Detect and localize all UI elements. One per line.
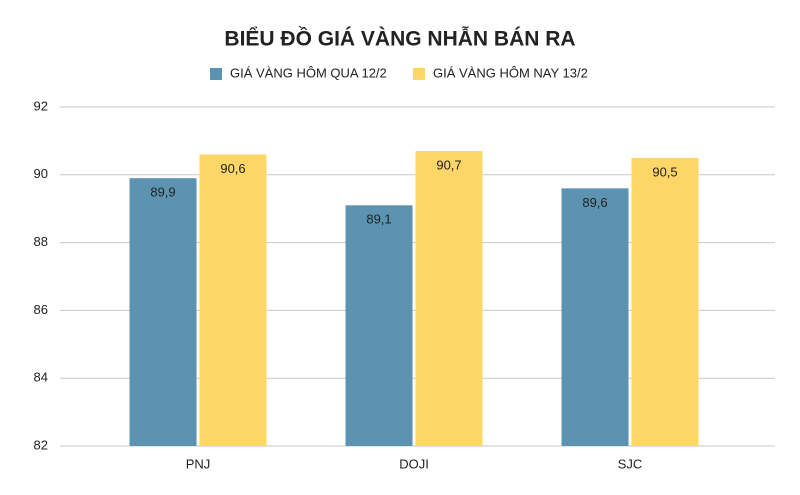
bar xyxy=(415,151,483,446)
x-tick-label: DOJI xyxy=(399,456,429,471)
value-label: 90,7 xyxy=(436,158,461,173)
x-tick-label: SJC xyxy=(618,456,643,471)
bar xyxy=(129,178,197,446)
y-tick-label: 88 xyxy=(34,234,48,249)
legend-label: GIÁ VÀNG HÔM QUA 12/2 xyxy=(230,65,387,80)
bar xyxy=(199,154,267,446)
y-tick-label: 90 xyxy=(34,166,48,181)
value-label: 89,6 xyxy=(582,195,607,210)
y-tick-label: 82 xyxy=(34,437,48,452)
value-label: 89,9 xyxy=(150,185,175,200)
legend-label: GIÁ VÀNG HÔM NAY 13/2 xyxy=(433,65,588,80)
bar xyxy=(631,157,699,446)
chart-title: BIỂU ĐỒ GIÁ VÀNG NHẪN BÁN RA xyxy=(224,27,575,51)
bar xyxy=(345,205,413,446)
value-label: 90,6 xyxy=(220,161,245,176)
y-tick-label: 86 xyxy=(34,302,48,317)
value-label: 89,1 xyxy=(366,212,391,227)
y-tick-label: 92 xyxy=(34,98,48,113)
legend-swatch xyxy=(413,68,425,80)
bar xyxy=(561,188,629,447)
y-tick-label: 84 xyxy=(34,370,48,385)
legend-swatch xyxy=(210,68,222,80)
value-label: 90,5 xyxy=(652,164,677,179)
x-tick-label: PNJ xyxy=(186,456,211,471)
